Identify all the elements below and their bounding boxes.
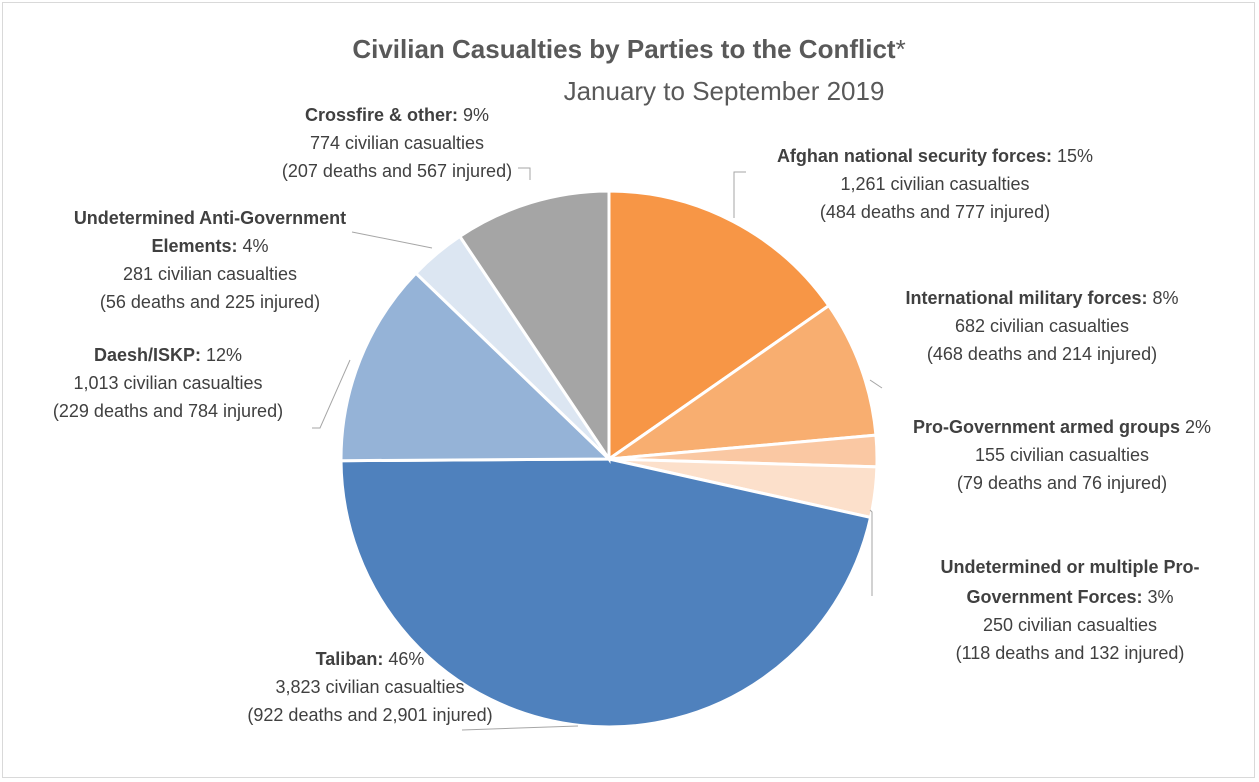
slice-detail: (79 deaths and 76 injured) xyxy=(957,473,1167,493)
slice-detail: (207 deaths and 567 injured) xyxy=(282,161,512,181)
slice-casualties: 250 civilian casualties xyxy=(983,615,1157,635)
slice-percent: 9% xyxy=(463,105,489,125)
slice-percent: 12% xyxy=(206,345,242,365)
leader-line-crossfire xyxy=(518,167,531,180)
chart-title-suffix: * xyxy=(896,34,906,64)
slice-percent: 2% xyxy=(1185,417,1211,437)
pie-slice-taliban xyxy=(339,457,873,729)
slice-detail: (118 deaths and 132 injured) xyxy=(956,643,1185,663)
slice-detail: (468 deaths and 214 injured) xyxy=(927,344,1157,364)
chart-subtitle: January to September 2019 xyxy=(564,76,885,106)
slice-label: Crossfire & other: xyxy=(305,105,458,125)
label-afghan-forces: Afghan national security forces: 15% 1,2… xyxy=(777,146,1093,222)
slice-casualties: 1,013 civilian casualties xyxy=(73,373,262,393)
svg-text:Taliban: 46%: Taliban: 46% xyxy=(316,649,425,669)
svg-text:Government Forces: 3%: Government Forces: 3% xyxy=(966,587,1173,607)
slice-label: Taliban: xyxy=(316,649,384,669)
label-daesh: Daesh/ISKP: 12% 1,013 civilian casualtie… xyxy=(53,345,283,421)
slice-label-line2: Government Forces: xyxy=(966,587,1142,607)
svg-text:Daesh/ISKP: 12%: Daesh/ISKP: 12% xyxy=(94,345,242,365)
slice-percent: 46% xyxy=(388,649,424,669)
label-undetermined-anti-gov: Undetermined Anti-Government Elements: 4… xyxy=(74,208,346,312)
label-taliban: Taliban: 46% 3,823 civilian casualties (… xyxy=(247,649,492,725)
slice-casualties: 3,823 civilian casualties xyxy=(275,677,464,697)
slice-label-line2: Elements: xyxy=(151,236,237,256)
leader-line-undetermined-anti-gov xyxy=(351,231,433,249)
label-international-forces: International military forces: 8% 682 ci… xyxy=(905,288,1178,364)
slice-label: Pro-Government armed groups xyxy=(913,417,1180,437)
pie-slice-afghan-forces xyxy=(607,189,831,462)
slice-label: Afghan national security forces: xyxy=(777,146,1052,166)
slice-label: International military forces: xyxy=(905,288,1147,308)
pie-slice-daesh xyxy=(339,271,613,463)
chart-title: Civilian Casualties by Parties to the Co… xyxy=(352,34,905,64)
svg-text:Crossfire & other: 9%: Crossfire & other: 9% xyxy=(305,105,489,125)
slice-label-line1: Undetermined Anti-Government xyxy=(74,208,346,228)
slice-casualties: 155 civilian casualties xyxy=(975,445,1149,465)
label-undetermined-pro-gov: Undetermined or multiple Pro- Government… xyxy=(940,557,1199,663)
slice-detail: (56 deaths and 225 injured) xyxy=(100,292,320,312)
slice-percent: 4% xyxy=(243,236,269,256)
slice-casualties: 281 civilian casualties xyxy=(123,264,297,284)
slice-percent: 15% xyxy=(1057,146,1093,166)
leader-lines xyxy=(312,167,883,731)
leader-line-daesh xyxy=(312,359,351,429)
label-pro-gov-armed-groups: Pro-Government armed groups 2% 155 civil… xyxy=(913,417,1211,493)
svg-text:Elements: 4%: Elements: 4% xyxy=(151,236,268,256)
slice-label: Daesh/ISKP: xyxy=(94,345,201,365)
slice-casualties: 774 civilian casualties xyxy=(310,133,484,153)
pie-slices xyxy=(339,189,879,729)
slice-percent: 8% xyxy=(1153,288,1179,308)
leader-line-international-forces xyxy=(869,379,883,389)
slice-percent: 3% xyxy=(1148,587,1174,607)
slice-casualties: 682 civilian casualties xyxy=(955,316,1129,336)
pie-slice-international-forces xyxy=(603,303,878,461)
slice-casualties: 1,261 civilian casualties xyxy=(840,174,1029,194)
label-crossfire: Crossfire & other: 9% 774 civilian casua… xyxy=(282,105,512,181)
pie-slice-crossfire xyxy=(457,189,611,464)
svg-text:Pro-Government armed groups 2%: Pro-Government armed groups 2% xyxy=(913,417,1211,437)
leader-line-undetermined-pro-gov xyxy=(869,509,873,596)
slice-detail: (922 deaths and 2,901 injured) xyxy=(247,705,492,725)
slice-detail: (229 deaths and 784 injured) xyxy=(53,401,283,421)
leader-line-taliban xyxy=(461,725,579,731)
chart-title-text: Civilian Casualties by Parties to the Co… xyxy=(352,34,896,64)
slice-detail: (484 deaths and 777 injured) xyxy=(820,202,1050,222)
svg-text:International military forces:: International military forces: 8% xyxy=(905,288,1178,308)
slice-label-line1: Undetermined or multiple Pro- xyxy=(940,557,1199,577)
leader-line-afghan-forces xyxy=(733,171,746,218)
svg-text:Afghan national security force: Afghan national security forces: 15% xyxy=(777,146,1093,166)
